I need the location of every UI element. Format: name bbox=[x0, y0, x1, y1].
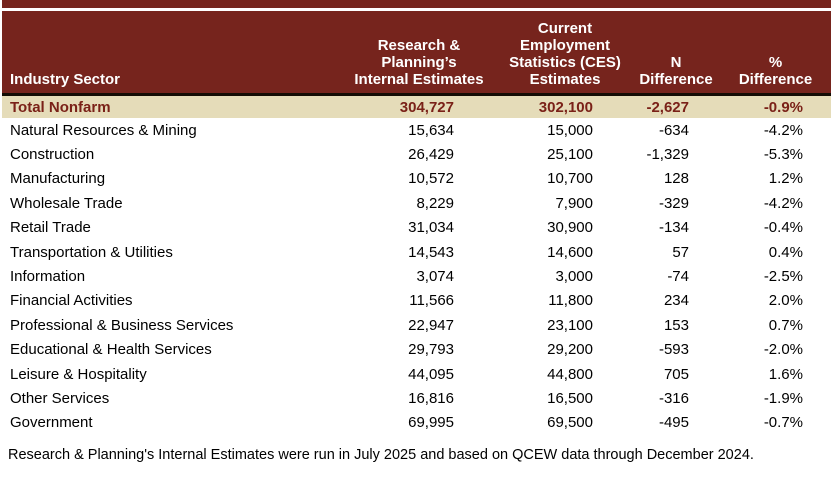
cell-n-diff: -495 bbox=[658, 414, 689, 432]
cell-internal: 26,429 bbox=[408, 146, 454, 164]
cell-pct-diff: 2.0% bbox=[768, 292, 803, 310]
cell-sector: Information bbox=[10, 268, 86, 286]
table-row: Transportation & Utilities 14,543 14,600… bbox=[2, 240, 831, 264]
column-header-industry-sector: Industry Sector bbox=[2, 11, 340, 96]
column-header-ces-estimates: Current Employment Statistics (CES) Esti… bbox=[498, 11, 632, 96]
cell-ces: 44,800 bbox=[547, 365, 593, 383]
cell-ces: 25,100 bbox=[547, 146, 593, 164]
cell-pct-diff: 0.7% bbox=[768, 316, 803, 334]
cell-pct-diff: -1.9% bbox=[763, 389, 803, 407]
cell-n-diff: 234 bbox=[663, 292, 689, 310]
cell-sector: Wholesale Trade bbox=[10, 194, 123, 212]
table-row: Wholesale Trade 8,229 7,900 -329 -4.2% bbox=[2, 191, 831, 215]
cell-sector: Retail Trade bbox=[10, 219, 91, 237]
cell-ces: 302,100 bbox=[498, 94, 632, 118]
cell-ces: 16,500 bbox=[547, 389, 593, 407]
cell-ces: 23,100 bbox=[547, 316, 593, 334]
table-row: Natural Resources & Mining 15,634 15,000… bbox=[2, 118, 831, 142]
cell-sector: Professional & Business Services bbox=[10, 316, 234, 334]
cell-ces: 15,000 bbox=[547, 121, 593, 139]
cell-sector: Total Nonfarm bbox=[2, 94, 340, 118]
cell-internal: 11,566 bbox=[409, 292, 454, 310]
cell-internal: 31,034 bbox=[408, 219, 454, 237]
table-row: Government 69,995 69,500 -495 -0.7% bbox=[2, 411, 831, 435]
cell-internal: 8,229 bbox=[416, 194, 454, 212]
column-header-internal-estimates: Research & Planning’s Internal Estimates bbox=[340, 11, 498, 96]
cell-ces: 69,500 bbox=[547, 414, 593, 432]
cell-internal: 15,634 bbox=[408, 121, 454, 139]
cell-pct-diff: -0.4% bbox=[763, 219, 803, 237]
table-header: Industry Sector Research & Planning’s In… bbox=[2, 11, 831, 96]
column-header-pct-difference: % Difference bbox=[720, 11, 831, 96]
cell-pct-diff: -2.0% bbox=[763, 341, 803, 359]
cell-pct-diff: 0.4% bbox=[768, 243, 803, 261]
cell-ces: 30,900 bbox=[547, 219, 593, 237]
cell-sector: Government bbox=[10, 414, 93, 432]
cell-n-diff: -593 bbox=[658, 341, 689, 359]
cell-internal: 44,095 bbox=[408, 365, 454, 383]
cell-n-diff: 705 bbox=[663, 365, 689, 383]
table-row: Construction 26,429 25,100 -1,329 -5.3% bbox=[2, 142, 831, 166]
cell-n-diff: -1,329 bbox=[646, 146, 689, 164]
cell-sector: Natural Resources & Mining bbox=[10, 121, 197, 139]
cell-ces: 7,900 bbox=[555, 194, 593, 212]
cell-n-diff: -2,627 bbox=[632, 94, 720, 118]
cell-ces: 10,700 bbox=[547, 170, 593, 188]
cell-sector: Leisure & Hospitality bbox=[10, 365, 147, 383]
cell-ces: 11,800 bbox=[548, 292, 593, 310]
cell-pct-diff: -5.3% bbox=[763, 146, 803, 164]
cell-sector: Financial Activities bbox=[10, 292, 133, 310]
table-row: Information 3,074 3,000 -74 -2.5% bbox=[2, 264, 831, 288]
cell-internal: 3,074 bbox=[416, 268, 454, 286]
cell-pct-diff: -4.2% bbox=[763, 194, 803, 212]
cell-internal: 14,543 bbox=[408, 243, 454, 261]
table-row: Educational & Health Services 29,793 29,… bbox=[2, 338, 831, 362]
cell-pct-diff: 1.6% bbox=[768, 365, 803, 383]
table-row-total-nonfarm: Total Nonfarm 304,727 302,100 -2,627 -0.… bbox=[2, 94, 831, 118]
cell-n-diff: -634 bbox=[658, 121, 689, 139]
cell-internal: 69,995 bbox=[408, 414, 454, 432]
table-body: Total Nonfarm 304,727 302,100 -2,627 -0.… bbox=[2, 94, 831, 436]
table-row: Other Services 16,816 16,500 -316 -1.9% bbox=[2, 386, 831, 410]
cell-internal: 10,572 bbox=[408, 170, 454, 188]
cell-n-diff: -329 bbox=[658, 194, 689, 212]
table-row: Leisure & Hospitality 44,095 44,800 705 … bbox=[2, 362, 831, 386]
table-row: Manufacturing 10,572 10,700 128 1.2% bbox=[2, 167, 831, 191]
cell-internal: 304,727 bbox=[340, 94, 498, 118]
cell-n-diff: 153 bbox=[663, 316, 689, 334]
table-row: Financial Activities 11,566 11,800 234 2… bbox=[2, 289, 831, 313]
estimates-comparison-table: Industry Sector Research & Planning’s In… bbox=[2, 11, 831, 435]
cell-sector: Manufacturing bbox=[10, 170, 106, 188]
cell-sector: Construction bbox=[10, 146, 95, 164]
cell-sector: Educational & Health Services bbox=[10, 341, 212, 359]
cell-internal: 16,816 bbox=[408, 389, 454, 407]
cell-sector: Transportation & Utilities bbox=[10, 243, 173, 261]
cell-pct-diff: -2.5% bbox=[763, 268, 803, 286]
cell-n-diff: -316 bbox=[658, 389, 689, 407]
cell-internal: 22,947 bbox=[408, 316, 454, 334]
cell-pct-diff: -0.7% bbox=[763, 414, 803, 432]
footnote: Research & Planning's Internal Estimates… bbox=[8, 447, 754, 463]
cell-ces: 29,200 bbox=[547, 341, 593, 359]
cell-pct-diff: -4.2% bbox=[763, 121, 803, 139]
top-accent-strip bbox=[2, 0, 831, 8]
column-header-n-difference: N Difference bbox=[632, 11, 720, 96]
cell-n-diff: -134 bbox=[658, 219, 689, 237]
cell-pct-diff: 1.2% bbox=[768, 170, 803, 188]
table-row: Professional & Business Services 22,947 … bbox=[2, 313, 831, 337]
cell-n-diff: 57 bbox=[672, 243, 689, 261]
header-row: Industry Sector Research & Planning’s In… bbox=[2, 11, 831, 96]
table-row: Retail Trade 31,034 30,900 -134 -0.4% bbox=[2, 216, 831, 240]
cell-n-diff: -74 bbox=[667, 268, 689, 286]
cell-pct-diff: -0.9% bbox=[720, 94, 831, 118]
cell-n-diff: 128 bbox=[663, 170, 689, 188]
cell-sector: Other Services bbox=[10, 389, 110, 407]
cell-ces: 14,600 bbox=[547, 243, 593, 261]
cell-internal: 29,793 bbox=[408, 341, 454, 359]
cell-ces: 3,000 bbox=[555, 268, 593, 286]
